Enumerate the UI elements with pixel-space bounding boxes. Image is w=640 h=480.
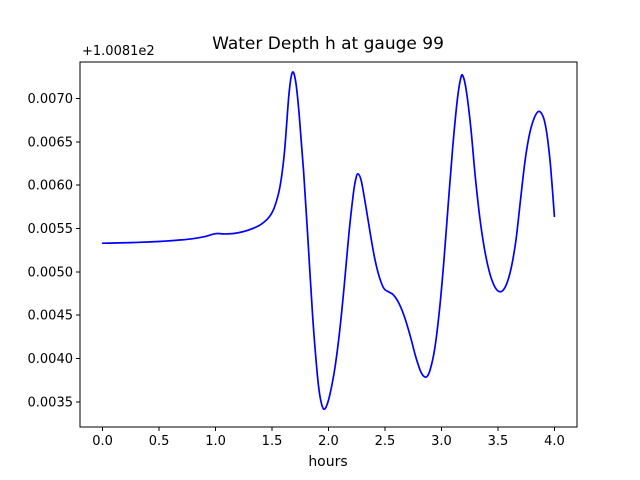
x-tick-label: 2.0 (318, 434, 339, 449)
y-tick-label: 0.0050 (28, 265, 74, 280)
y-tick-label: 0.0065 (28, 135, 74, 150)
y-axis-offset-label: +1.0081e2 (82, 44, 155, 59)
x-tick-label: 3.5 (488, 434, 509, 449)
chart-title: Water Depth h at gauge 99 (212, 34, 444, 54)
x-tick-label: 4.0 (544, 434, 565, 449)
y-tick-label: 0.0060 (28, 179, 74, 194)
y-tick-label: 0.0055 (28, 222, 74, 237)
x-axis-ticks: 0.0 0.5 1.0 1.5 2.0 2.5 3.0 3.5 4.0 (92, 427, 565, 449)
x-tick-label: 0.5 (149, 434, 170, 449)
y-tick-label: 0.0040 (28, 352, 74, 367)
y-tick-label: 0.0045 (28, 309, 74, 324)
y-tick-label: 0.0035 (28, 395, 74, 410)
x-tick-label: 1.5 (262, 434, 283, 449)
x-tick-label: 0.0 (92, 434, 113, 449)
plot-area (79, 61, 578, 428)
y-axis-ticks: 0.0035 0.0040 0.0045 0.0050 0.0055 0.0060 0.00… (28, 92, 80, 410)
y-tick-label: 0.0070 (28, 92, 74, 107)
x-tick-label: 1.0 (205, 434, 226, 449)
water-depth-line (101, 71, 556, 411)
x-tick-label: 3.0 (431, 434, 452, 449)
x-tick-label: 2.5 (375, 434, 396, 449)
x-axis-label: hours (308, 454, 347, 470)
